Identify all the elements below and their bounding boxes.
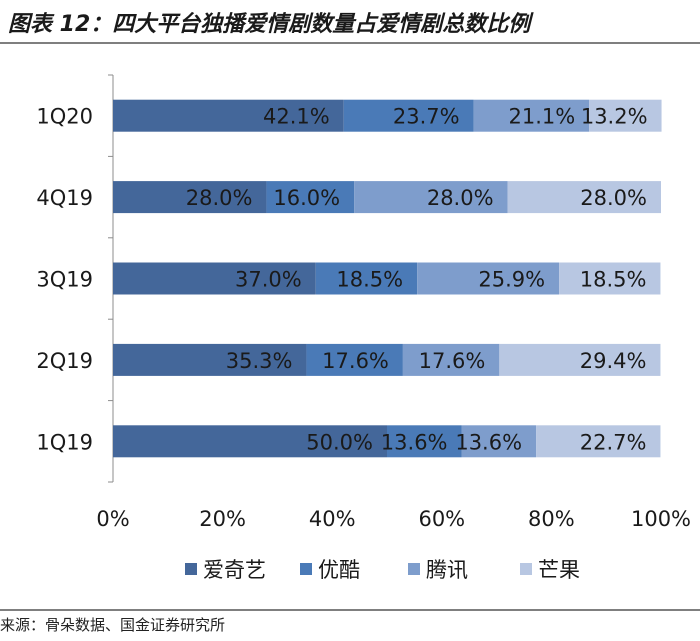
legend-label: 腾讯 (426, 558, 468, 582)
legend-swatch (408, 563, 420, 575)
bar-segment (499, 343, 661, 376)
bar-segment (417, 262, 560, 295)
data-label: 17.6% (322, 349, 389, 373)
legend-label: 芒果 (538, 558, 580, 582)
category-label: 1Q19 (36, 430, 93, 454)
bar-segment (113, 262, 316, 295)
bar-segment (354, 181, 508, 214)
source-note: 来源：骨朵数据、国金证券研究所 (0, 616, 226, 634)
data-label: 18.5% (336, 268, 403, 292)
bar-segment (113, 181, 267, 214)
data-label: 37.0% (235, 268, 302, 292)
bar-segment (402, 343, 500, 376)
data-label: 42.1% (263, 105, 330, 129)
source-divider (0, 609, 700, 611)
bar-segment (387, 425, 462, 458)
stacked-bar-chart: 1Q20 42.1% 23.7% 21.1% 13.2% 4Q19 28.0% 16.0% 28… (36, 74, 691, 582)
data-label: 21.1% (508, 105, 575, 129)
x-tick-label: 20% (199, 507, 246, 531)
category-label: 3Q19 (36, 268, 93, 292)
title-divider (0, 42, 700, 44)
bar-segment (473, 99, 590, 132)
data-label: 22.7% (580, 430, 647, 454)
chart-title: 图表 12：四大平台独播爱情剧数量占爱情剧总数比例 (8, 12, 531, 37)
bar-segment (315, 262, 418, 295)
data-label: 13.6% (455, 430, 522, 454)
category-label: 2Q19 (36, 349, 93, 373)
data-label: 16.0% (273, 186, 340, 210)
x-tick-label: 0% (96, 507, 129, 531)
bar-segment (266, 181, 355, 214)
bar-segment (343, 99, 474, 132)
data-label: 13.6% (381, 430, 448, 454)
bar-segment (306, 343, 403, 376)
category-label: 4Q19 (36, 186, 93, 210)
data-label: 35.3% (226, 349, 293, 373)
bar-segment (461, 425, 537, 458)
data-label: 28.0% (186, 186, 253, 210)
bar-segment (507, 181, 661, 214)
legend-label: 爱奇艺 (203, 558, 266, 582)
x-tick-label: 100% (631, 507, 691, 531)
bar-segment (536, 425, 661, 458)
data-label: 50.0% (306, 430, 373, 454)
data-label: 18.5% (580, 268, 647, 292)
data-label: 17.6% (419, 349, 486, 373)
data-label: 13.2% (581, 105, 648, 129)
legend-label: 优酷 (318, 558, 360, 582)
category-label: 1Q20 (36, 105, 93, 129)
legend-swatch (185, 563, 197, 575)
bar-segment (113, 343, 307, 376)
bar-segment (113, 425, 387, 458)
bar-segment (589, 99, 662, 132)
data-label: 23.7% (393, 105, 460, 129)
x-tick-label: 80% (528, 507, 575, 531)
legend-swatch (520, 563, 532, 575)
bar-segment (113, 99, 344, 132)
bar-segment (559, 262, 661, 295)
x-tick-label: 40% (309, 507, 356, 531)
x-tick-label: 60% (418, 507, 465, 531)
data-label: 28.0% (580, 186, 647, 210)
data-label: 25.9% (478, 268, 545, 292)
data-label: 29.4% (580, 349, 647, 373)
legend-swatch (300, 563, 312, 575)
data-label: 28.0% (427, 186, 494, 210)
